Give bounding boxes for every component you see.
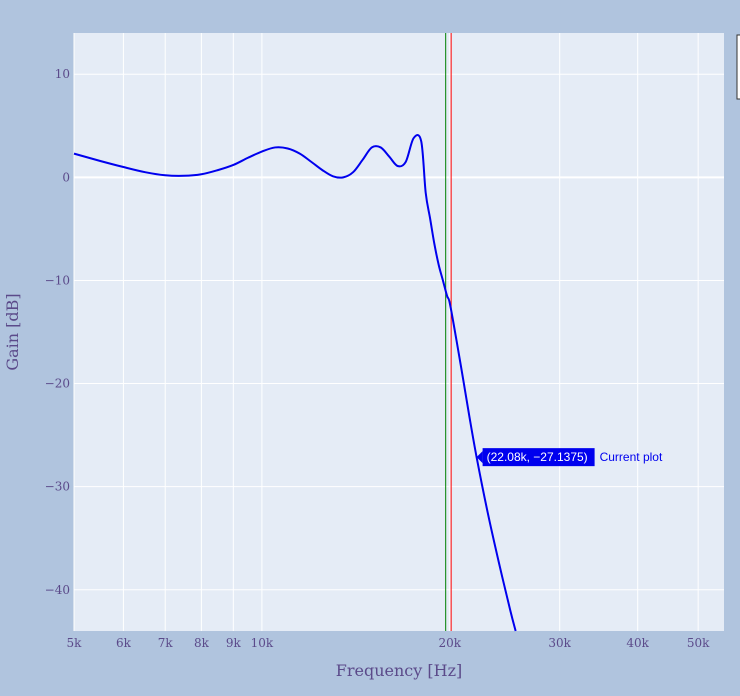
plot-area[interactable] bbox=[74, 33, 724, 631]
y-tick-label: −10 bbox=[45, 273, 70, 287]
x-tick-label: 7k bbox=[158, 636, 174, 650]
x-gridlines bbox=[73, 33, 699, 631]
x-tick-label: 30k bbox=[548, 636, 571, 650]
hover-value: (22.08k, −27.1375) bbox=[487, 450, 588, 464]
x-tick-label: 40k bbox=[626, 636, 649, 650]
y-tick-label: −30 bbox=[45, 480, 70, 494]
hover-pointer bbox=[476, 451, 483, 464]
x-tick-label: 9k bbox=[226, 636, 242, 650]
y-tick-label: −40 bbox=[45, 583, 70, 597]
y-gridlines bbox=[74, 73, 724, 591]
hover-tooltip: (22.08k, −27.1375) Current plot bbox=[476, 448, 663, 467]
y-tick-label: 0 bbox=[62, 170, 70, 184]
x-tick-label: 50k bbox=[687, 636, 710, 650]
x-tick-labels: 5k 6k 7k 8k 9k 10k 20k 30k 40k 50k bbox=[67, 636, 711, 650]
hover-series-name: Current plot bbox=[600, 450, 663, 464]
y-tick-label: −20 bbox=[45, 377, 70, 391]
y-tick-label: 10 bbox=[55, 67, 70, 81]
y-axis-title: Gain [dB] bbox=[3, 293, 22, 370]
x-tick-label: 10k bbox=[251, 636, 274, 650]
legend-box-edge bbox=[736, 34, 740, 100]
x-tick-label: 5k bbox=[67, 636, 83, 650]
series-line[interactable] bbox=[73, 134, 517, 632]
y-tick-labels: 10 0 −10 −20 −30 −40 bbox=[45, 67, 70, 597]
marker-lines bbox=[445, 33, 452, 631]
x-tick-label: 8k bbox=[194, 636, 210, 650]
x-tick-label: 20k bbox=[439, 636, 462, 650]
series-layer bbox=[73, 134, 517, 632]
x-tick-label: 6k bbox=[116, 636, 132, 650]
x-axis-title: Frequency [Hz] bbox=[336, 661, 463, 680]
hover-box bbox=[482, 448, 595, 467]
